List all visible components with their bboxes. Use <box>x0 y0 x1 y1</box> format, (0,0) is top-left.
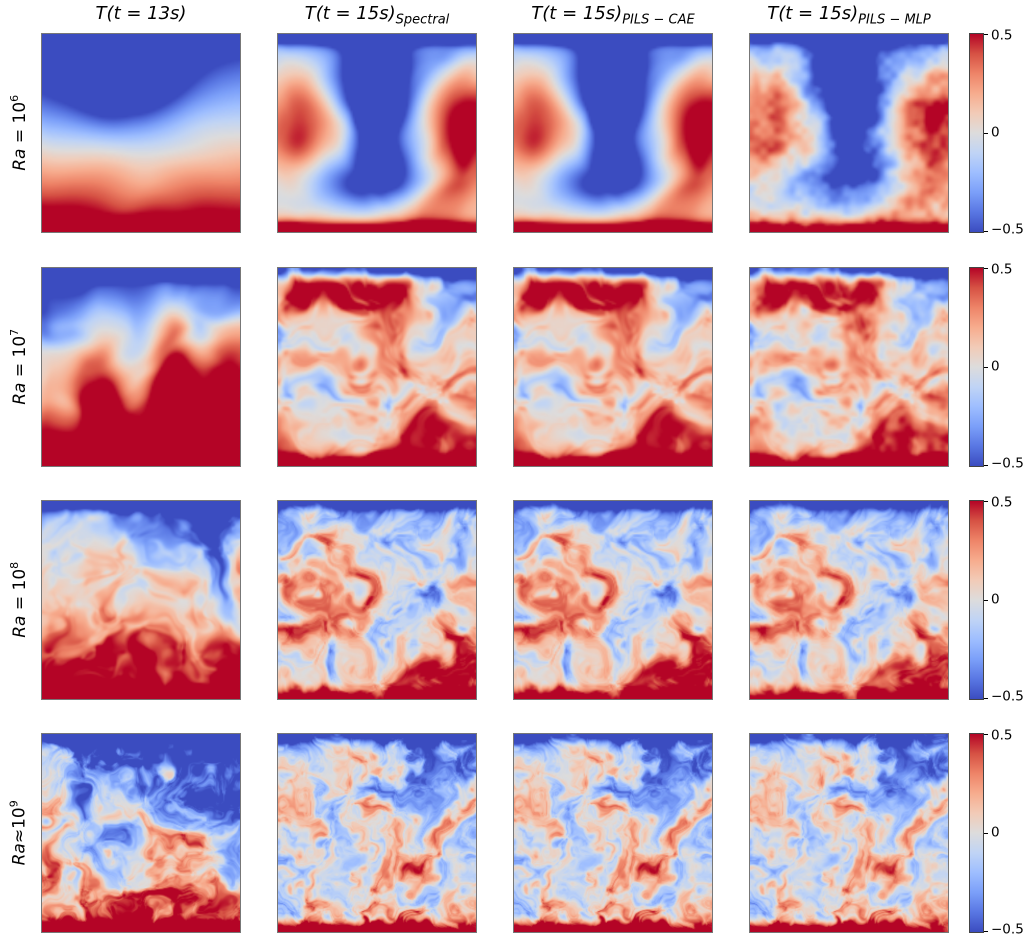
panel-ra1e7-pils-mlp <box>749 267 949 467</box>
panel-ra1e7-t13s <box>41 267 241 467</box>
colorbar-gradient <box>969 267 984 467</box>
colorbar-tickmark <box>984 931 988 932</box>
colorbar-tickmark <box>984 698 988 699</box>
column-title-text: T(t = 13s) <box>95 3 187 24</box>
row-label-exponent: 7 <box>8 329 22 337</box>
column-title-pils-cae: T(t = 15s)PILS − CAE <box>513 3 713 28</box>
panel-ra1e8-pils-cae <box>513 500 713 700</box>
panel-ra1e8-t13s <box>41 500 241 700</box>
row-label-ra1e6: Ra = 106 <box>0 33 38 233</box>
row-label-ra: Ra <box>9 615 30 638</box>
panel-ra1e9-t13s <box>41 733 241 933</box>
row-label-ra1e7: Ra = 107 <box>0 267 38 467</box>
colorbar-tickmark <box>984 734 988 735</box>
colorbar-tickmark <box>984 268 988 269</box>
panel-ra1e7-pils-cae <box>513 267 713 467</box>
row-label-exponent: 8 <box>8 562 22 570</box>
colorbar-tick-max: 0.5 <box>991 494 1013 511</box>
colorbar-tickmark <box>984 465 988 466</box>
row-label-base: 10 <box>9 569 30 591</box>
column-title-text: T(t = 15s) <box>531 3 623 24</box>
colorbar-ra1e9: 0.5 0 −0.5 <box>969 729 1024 936</box>
panel-ra1e8-spectral <box>277 500 477 700</box>
row-label-exponent: 9 <box>8 800 22 808</box>
row-label-ra1e9: Ra≈109 <box>0 733 38 933</box>
colorbar-tick-zero: 0 <box>991 824 1000 841</box>
colorbar-tick-zero: 0 <box>991 591 1000 608</box>
colorbar-tick-max: 0.5 <box>991 27 1013 44</box>
column-title-text: T(t = 15s) <box>304 3 396 24</box>
colorbar-tick-max: 0.5 <box>991 261 1013 278</box>
row-label-base: 10 <box>9 336 30 358</box>
panel-ra1e8-pils-mlp <box>749 500 949 700</box>
row-label-base: 10 <box>9 807 30 830</box>
colorbar-tickmark <box>984 367 988 368</box>
row-label-ra: Ra <box>9 148 30 171</box>
colorbar-tick-min: −0.5 <box>991 921 1024 938</box>
row-label-ra: Ra <box>9 843 30 866</box>
panel-ra1e7-spectral <box>277 267 477 467</box>
colorbar-tickmark <box>984 833 988 834</box>
colorbar-tick-zero: 0 <box>991 124 1000 141</box>
column-title-subscript: PILS − CAE <box>622 12 695 28</box>
column-title-text: T(t = 15s) <box>767 3 859 24</box>
colorbar-tickmark <box>984 133 988 134</box>
column-title-subscript: Spectral <box>395 12 450 28</box>
row-label-exponent: 6 <box>8 95 22 103</box>
colorbar-gradient <box>969 733 984 933</box>
colorbar-tick-max: 0.5 <box>991 727 1013 744</box>
colorbar-ra1e8: 0.5 0 −0.5 <box>969 496 1024 703</box>
panel-ra1e6-pils-cae <box>513 33 713 233</box>
row-label-relation: ≈ <box>9 829 30 844</box>
colorbar-tick-min: −0.5 <box>991 221 1024 238</box>
colorbar-ra1e7: 0.5 0 −0.5 <box>969 263 1024 470</box>
colorbar-gradient <box>969 33 984 233</box>
colorbar-ra1e6: 0.5 0 −0.5 <box>969 29 1024 236</box>
panel-ra1e9-pils-mlp <box>749 733 949 933</box>
panel-ra1e6-spectral <box>277 33 477 233</box>
column-title-t13s: T(t = 13s) <box>41 3 241 28</box>
colorbar-tick-min: −0.5 <box>991 455 1024 472</box>
row-label-ra: Ra <box>9 382 30 405</box>
colorbar-tick-min: −0.5 <box>991 688 1024 705</box>
colorbar-tickmark <box>984 231 988 232</box>
row-label-relation: = <box>9 357 30 383</box>
colorbar-tickmark <box>984 501 988 502</box>
panel-ra1e6-t13s <box>41 33 241 233</box>
column-title-subscript: PILS − MLP <box>858 12 931 28</box>
row-label-ra1e8: Ra = 108 <box>0 500 38 700</box>
row-label-base: 10 <box>9 102 30 124</box>
row-label-relation: = <box>9 590 30 616</box>
panel-ra1e9-spectral <box>277 733 477 933</box>
row-label-relation: = <box>9 123 30 149</box>
column-title-spectral: T(t = 15s)Spectral <box>277 3 477 28</box>
colorbar-tickmark <box>984 600 988 601</box>
panel-ra1e6-pils-mlp <box>749 33 949 233</box>
colorbar-tick-zero: 0 <box>991 358 1000 375</box>
panel-ra1e9-pils-cae <box>513 733 713 933</box>
colorbar-gradient <box>969 500 984 700</box>
column-title-pils-mlp: T(t = 15s)PILS − MLP <box>749 3 949 28</box>
colorbar-tickmark <box>984 34 988 35</box>
